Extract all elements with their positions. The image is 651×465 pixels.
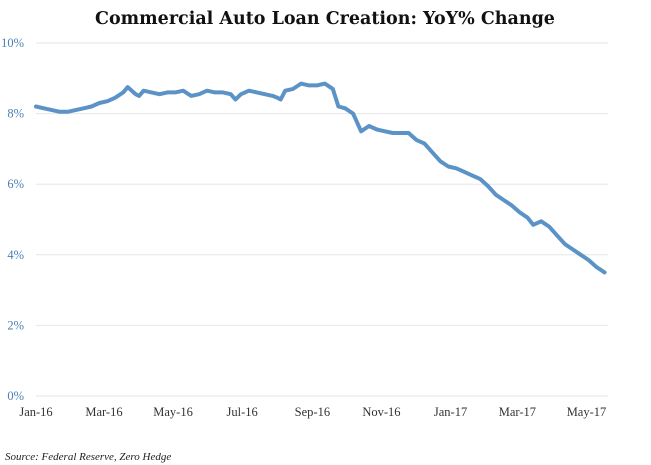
x-tick-label: May-17	[567, 405, 607, 419]
x-tick-label: Mar-16	[85, 405, 122, 419]
x-tick-label: Jan-17	[434, 405, 467, 419]
x-tick-label: Mar-17	[499, 405, 536, 419]
y-tick-label: 2%	[7, 318, 24, 332]
y-axis-ticks: 0% 2% 4% 6% 8% 10%	[1, 36, 24, 403]
series-line	[34, 81, 607, 275]
y-tick-label: 6%	[7, 177, 24, 191]
y-tick-label: 4%	[7, 248, 24, 262]
x-tick-label: May-16	[153, 405, 193, 419]
source-note: Source: Federal Reserve, Zero Hedge	[5, 451, 171, 463]
x-tick-label: Nov-16	[362, 405, 400, 419]
y-tick-label: 10%	[1, 36, 24, 50]
y-tick-label: 8%	[7, 107, 24, 121]
gridlines	[36, 42, 608, 397]
y-tick-label: 0%	[7, 389, 24, 403]
chart-title: Commercial Auto Loan Creation: YoY% Chan…	[95, 9, 555, 29]
x-tick-label: Sep-16	[295, 405, 330, 419]
x-tick-label: Jan-16	[19, 405, 52, 419]
x-tick-label: Jul-16	[227, 405, 258, 419]
x-axis-ticks: Jan-16 Mar-16 May-16 Jul-16 Sep-16 Nov-16 Jan-…	[19, 405, 606, 419]
